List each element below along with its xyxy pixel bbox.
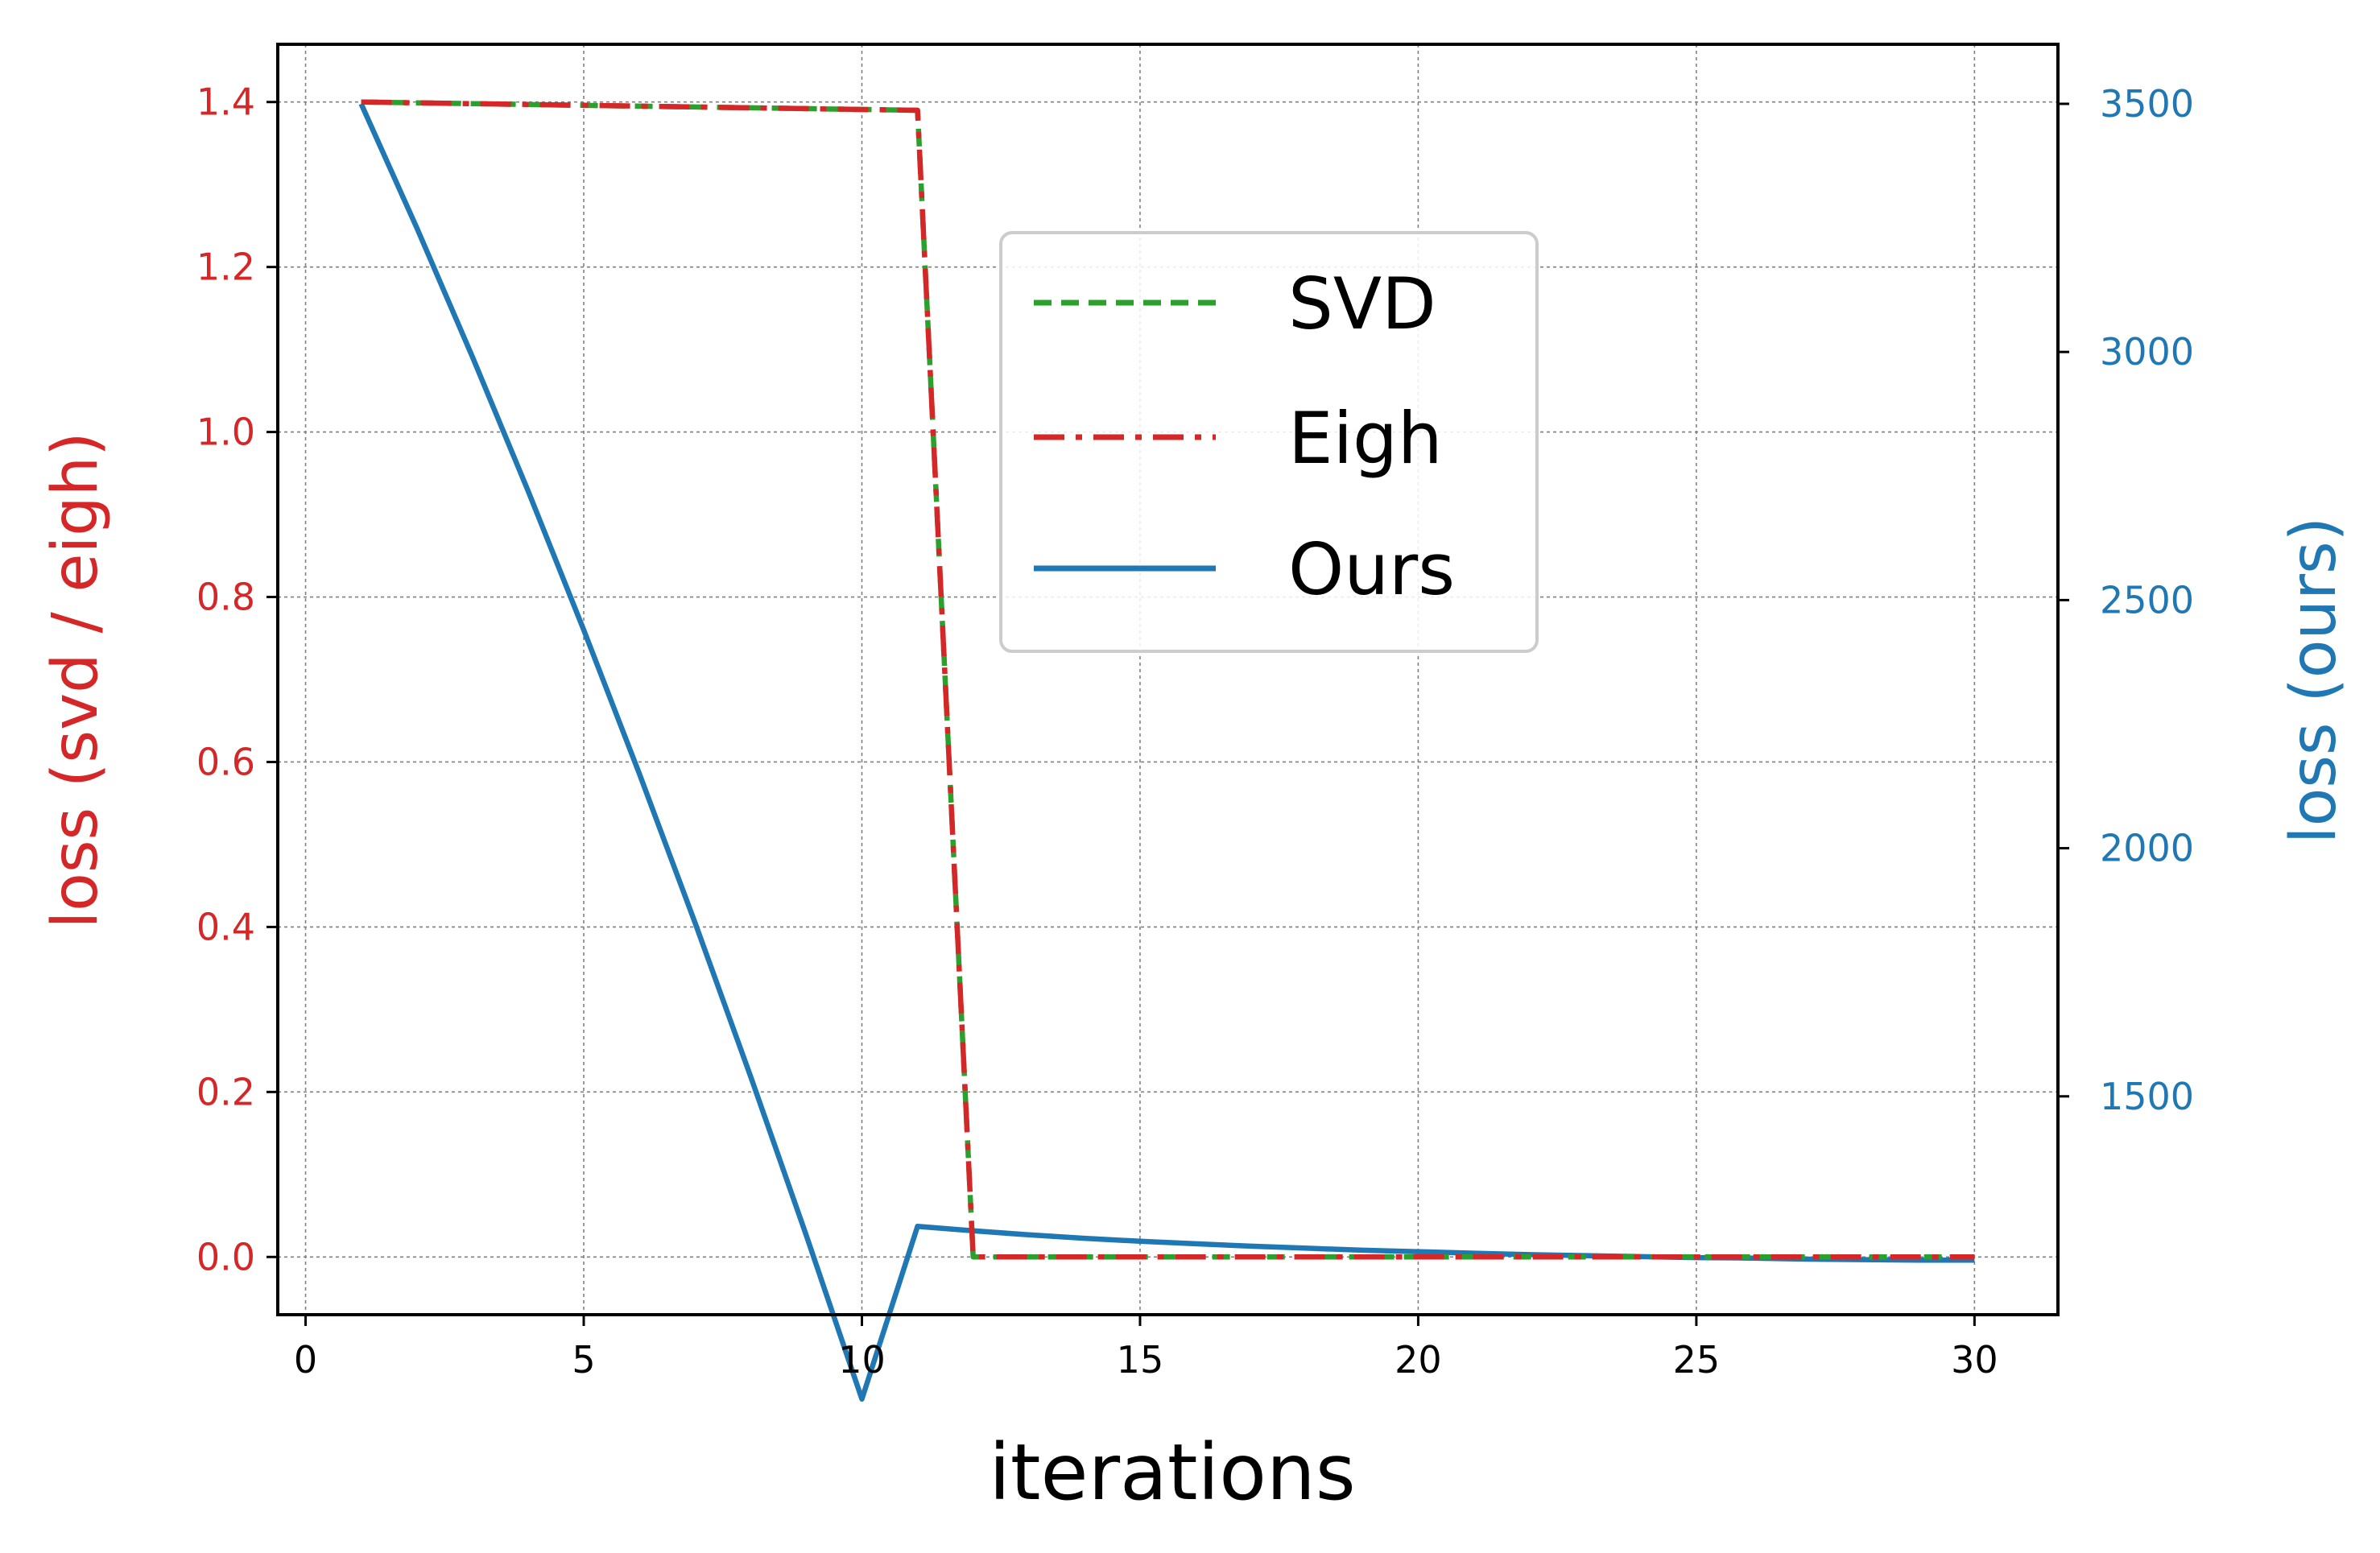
plot-frame [276, 43, 2060, 1316]
right-tick-label: 3000 [2100, 330, 2194, 374]
left-tick-label: 0.0 [196, 1235, 255, 1278]
x-tick-label: 0 [294, 1338, 317, 1382]
series-layer [358, 99, 1975, 1402]
x-axis-label: iterations [989, 1427, 1356, 1518]
left-tick-label: 1.4 [196, 81, 255, 124]
legend-ours-label: Ours [1288, 528, 1455, 611]
right-tick-label: 2000 [2100, 827, 2194, 870]
right-axis-ticks: 1500 2000 2500 3000 3500 [2058, 82, 2194, 1118]
series-line-eigh [361, 99, 1975, 1260]
right-y-axis-label: loss (ours) [2278, 517, 2350, 844]
x-tick-label: 5 [572, 1338, 595, 1382]
left-tick-label: 0.4 [196, 905, 255, 948]
legend: SVD Eigh Ours [999, 231, 1539, 653]
x-tick-label: 30 [1951, 1338, 1998, 1382]
left-tick-label: 1.2 [196, 246, 255, 289]
x-axis-ticks: 0 5 10 15 20 25 30 [294, 1315, 1998, 1382]
grid [278, 44, 2058, 1315]
left-tick-label: 0.2 [196, 1070, 255, 1113]
x-tick-label: 20 [1395, 1338, 1442, 1382]
left-tick-label: 0.8 [196, 576, 255, 619]
right-tick-label: 1500 [2100, 1075, 2194, 1118]
left-tick-label: 1.0 [196, 411, 255, 454]
left-tick-label: 0.6 [196, 740, 255, 783]
legend-svd-label: SVD [1288, 262, 1436, 345]
right-tick-label: 2500 [2100, 578, 2194, 622]
x-tick-label: 15 [1117, 1338, 1164, 1382]
left-axis-ticks: 0.0 0.2 0.4 0.6 0.8 1.0 1.2 1.4 [196, 81, 278, 1278]
x-tick-label: 10 [838, 1338, 886, 1382]
x-tick-label: 25 [1673, 1338, 1721, 1382]
legend-eigh-label: Eigh [1288, 397, 1443, 480]
right-tick-label: 3500 [2100, 82, 2194, 126]
left-y-axis-label: loss (svd / eigh) [39, 432, 112, 928]
legend-box [999, 231, 1539, 653]
